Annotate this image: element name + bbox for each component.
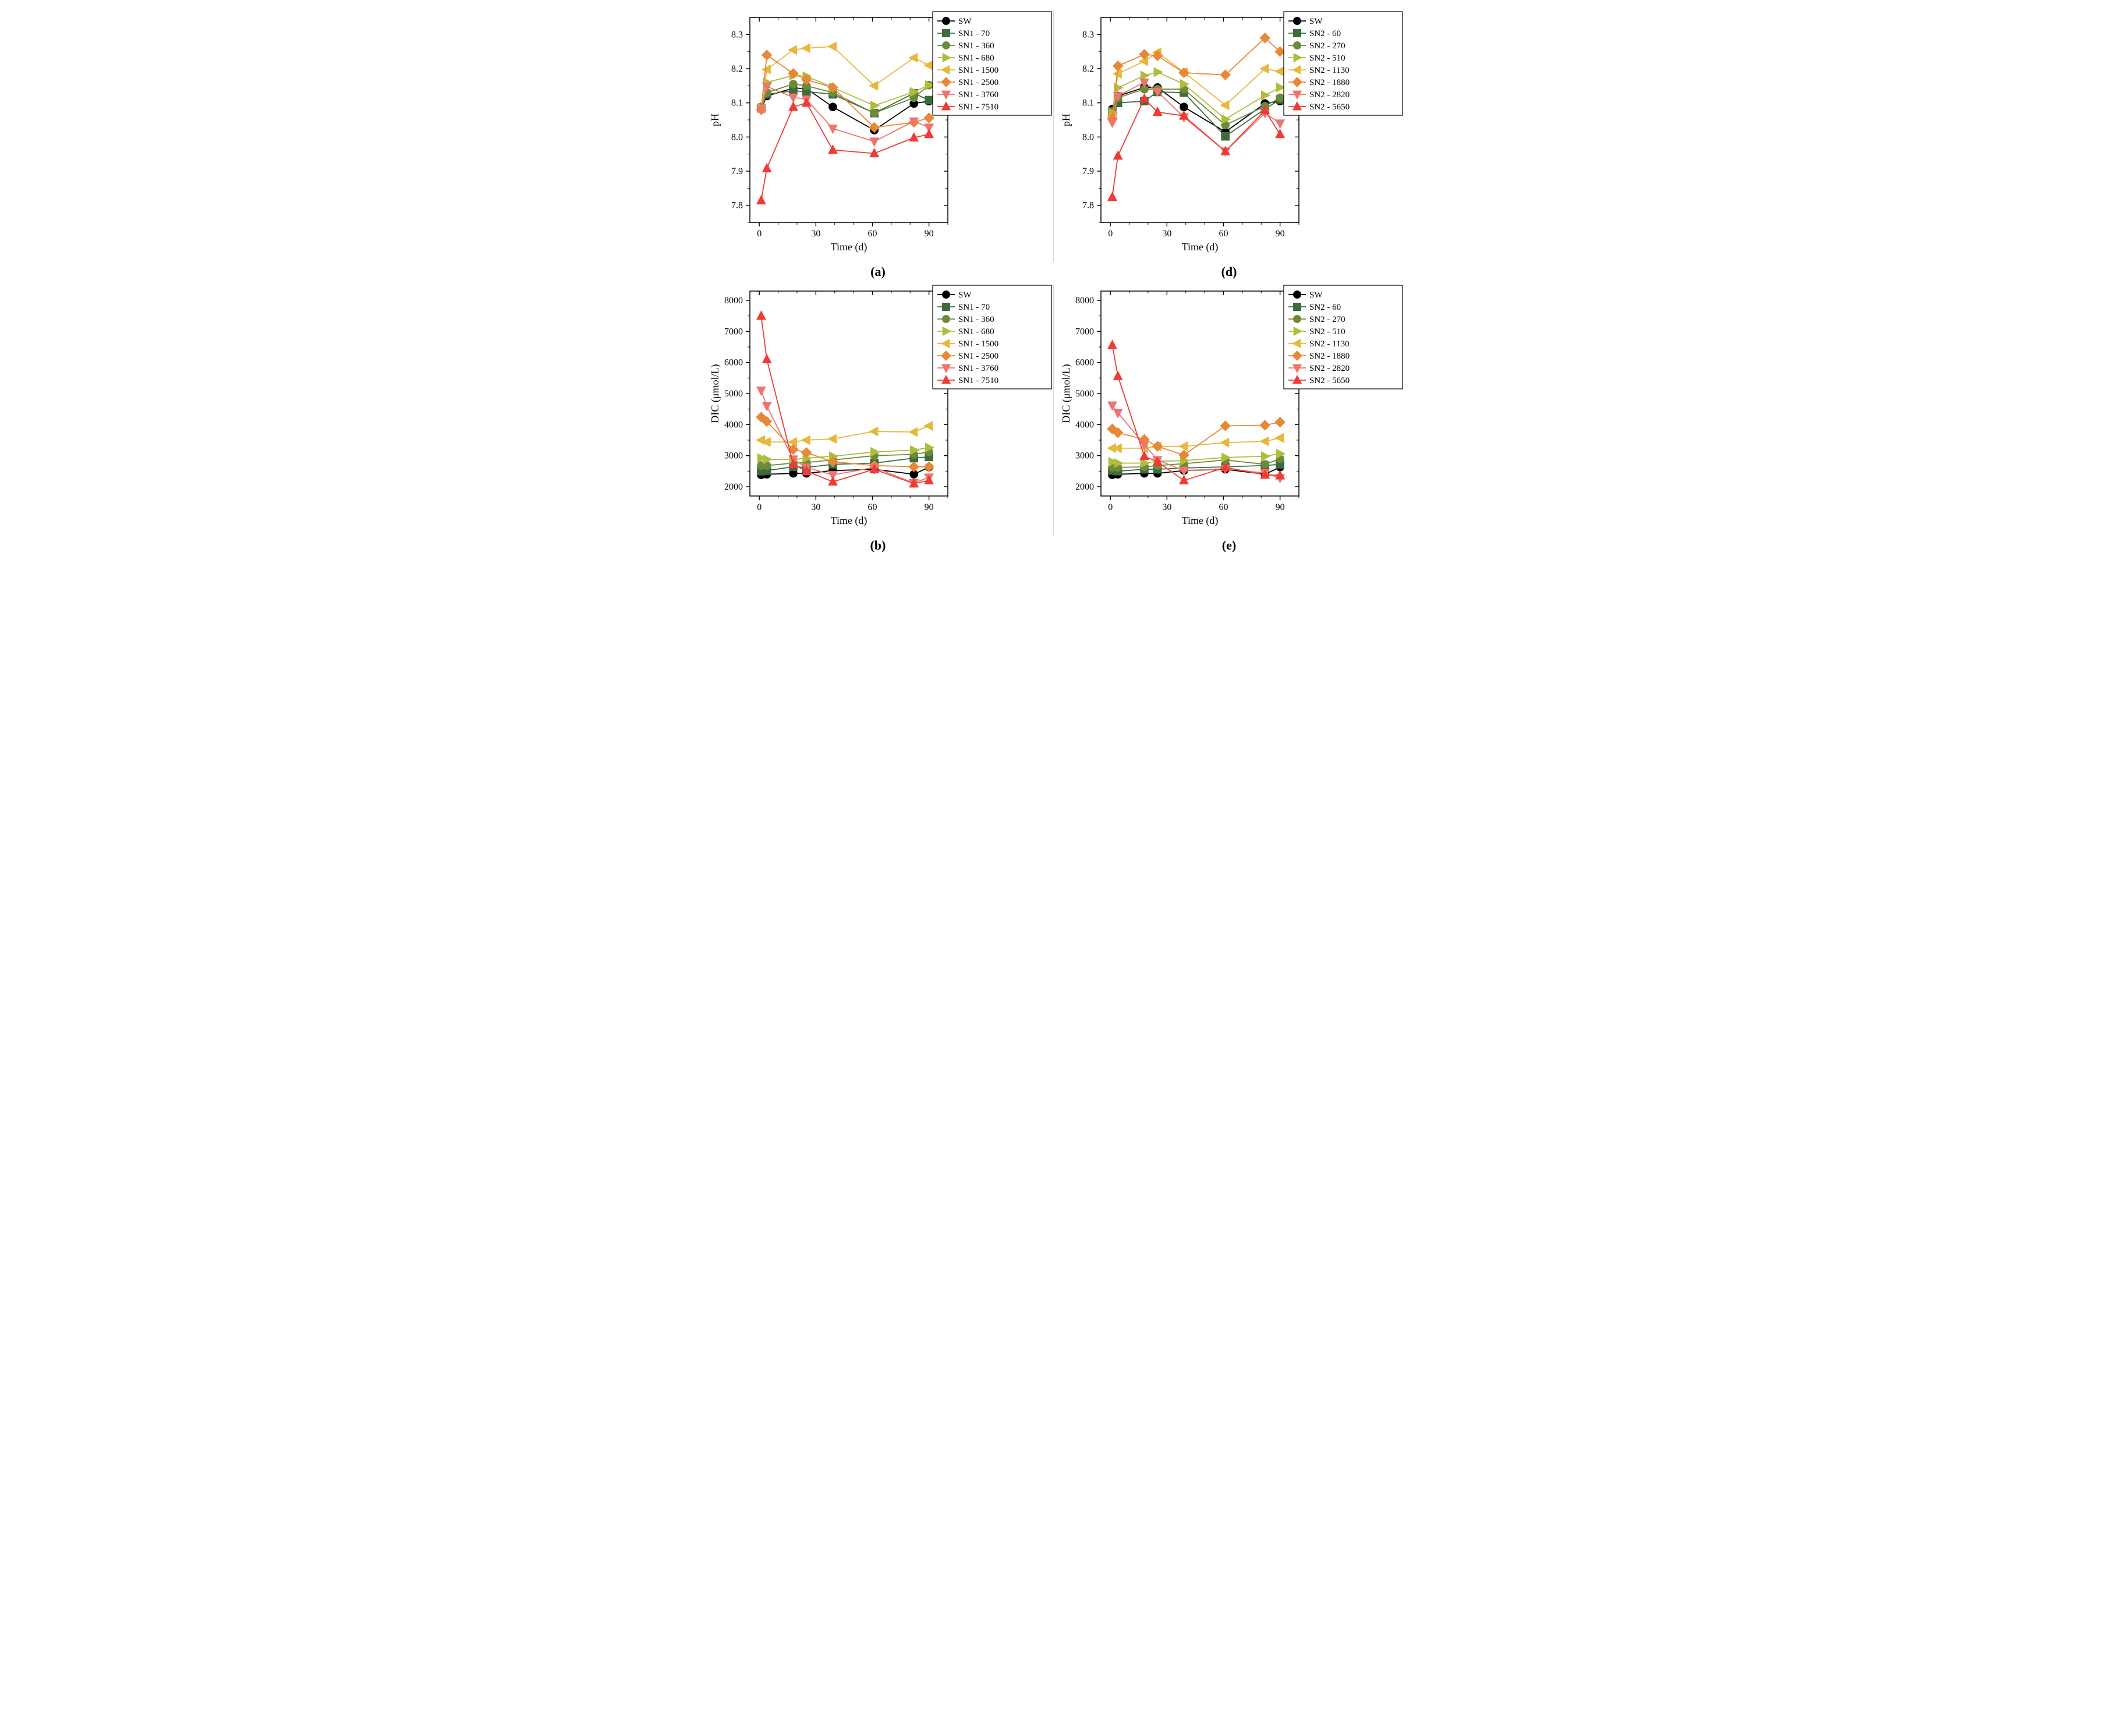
svg-text:7.9: 7.9 bbox=[731, 166, 743, 176]
svg-text:8000: 8000 bbox=[1075, 296, 1094, 306]
svg-text:0: 0 bbox=[1108, 502, 1113, 512]
svg-text:2000: 2000 bbox=[1075, 482, 1094, 492]
svg-text:SN1 - 7510: SN1 - 7510 bbox=[958, 102, 998, 112]
svg-text:90: 90 bbox=[1276, 502, 1285, 512]
svg-text:Time (d): Time (d) bbox=[831, 241, 867, 253]
svg-text:5000: 5000 bbox=[724, 389, 743, 399]
svg-text:SN1 - 2500: SN1 - 2500 bbox=[958, 78, 998, 87]
svg-text:60: 60 bbox=[1219, 502, 1228, 512]
svg-text:DIC (μmol/L): DIC (μmol/L) bbox=[1060, 364, 1072, 423]
svg-text:SN1 - 7510: SN1 - 7510 bbox=[958, 376, 998, 385]
svg-text:SN1 - 1500: SN1 - 1500 bbox=[958, 339, 998, 349]
svg-text:0: 0 bbox=[1108, 229, 1113, 239]
svg-text:7.9: 7.9 bbox=[1082, 166, 1094, 176]
svg-text:4000: 4000 bbox=[724, 420, 743, 430]
svg-text:SN2 - 510: SN2 - 510 bbox=[1309, 327, 1345, 336]
svg-text:DIC (μmol/L): DIC (μmol/L) bbox=[709, 364, 721, 423]
svg-text:Time (d): Time (d) bbox=[1182, 241, 1219, 253]
svg-text:90: 90 bbox=[1276, 229, 1285, 239]
svg-text:SW: SW bbox=[1309, 290, 1323, 300]
svg-text:SN2 - 1130: SN2 - 1130 bbox=[1309, 339, 1350, 349]
svg-text:SN1 - 360: SN1 - 360 bbox=[958, 315, 994, 324]
svg-text:Time (d): Time (d) bbox=[831, 515, 867, 527]
svg-text:8.3: 8.3 bbox=[731, 30, 743, 40]
svg-text:SN2 - 2820: SN2 - 2820 bbox=[1309, 90, 1350, 100]
svg-text:SN2 - 270: SN2 - 270 bbox=[1309, 315, 1345, 324]
svg-text:8.1: 8.1 bbox=[731, 98, 743, 108]
chart-b: 0 30 60 90 Time (d) 2000 3000 4000 5000 6000 7000 8… bbox=[703, 279, 1053, 536]
svg-text:8000: 8000 bbox=[724, 296, 743, 306]
svg-text:SN1 - 680: SN1 - 680 bbox=[958, 327, 994, 336]
panel-d: 0 30 60 90 Time (d) 7.8 7.9 8.0 8.1 8.2 8.3 pH SW SN2… bbox=[1054, 6, 1405, 279]
svg-text:30: 30 bbox=[811, 229, 820, 239]
figure-grid: 0 30 60 90 Time (d) 7.8 7.9 8.0 8.1 8.2 8.3 pH SW SN1… bbox=[703, 0, 1405, 565]
chart-a: 0 30 60 90 Time (d) 7.8 7.9 8.0 8.1 8.2 8.3 pH SW SN1… bbox=[703, 6, 1053, 262]
svg-text:SN1 - 2500: SN1 - 2500 bbox=[958, 352, 998, 361]
svg-text:8.2: 8.2 bbox=[731, 64, 743, 74]
svg-text:SN1 - 1500: SN1 - 1500 bbox=[958, 66, 998, 75]
svg-text:SN2 - 1130: SN2 - 1130 bbox=[1309, 66, 1350, 75]
svg-text:SN1 - 3760: SN1 - 3760 bbox=[958, 364, 998, 373]
svg-text:8.0: 8.0 bbox=[1082, 132, 1094, 142]
svg-text:SN1 - 680: SN1 - 680 bbox=[958, 54, 994, 63]
subplot-label-d: (d) bbox=[1221, 264, 1237, 279]
svg-text:30: 30 bbox=[1162, 229, 1171, 239]
svg-text:SN2 - 5650: SN2 - 5650 bbox=[1309, 376, 1350, 385]
svg-text:4000: 4000 bbox=[1075, 420, 1094, 430]
svg-text:60: 60 bbox=[1219, 229, 1228, 239]
subplot-label-a: (a) bbox=[870, 264, 886, 279]
svg-text:30: 30 bbox=[1162, 502, 1171, 512]
subplot-label-e: (e) bbox=[1222, 538, 1236, 553]
chart-e: 0 30 60 90 Time (d) 2000 3000 4000 5000 6000 7000 8… bbox=[1054, 279, 1404, 536]
svg-text:SN2 - 60: SN2 - 60 bbox=[1309, 29, 1341, 38]
svg-text:SN1 - 3760: SN1 - 3760 bbox=[958, 90, 998, 100]
svg-text:3000: 3000 bbox=[724, 451, 743, 461]
chart-d: 0 30 60 90 Time (d) 7.8 7.9 8.0 8.1 8.2 8.3 pH SW SN2… bbox=[1054, 6, 1404, 262]
svg-text:SN1 - 70: SN1 - 70 bbox=[958, 303, 990, 312]
subplot-label-b: (b) bbox=[870, 538, 886, 553]
svg-text:5000: 5000 bbox=[1075, 389, 1094, 399]
panel-b: 0 30 60 90 Time (d) 2000 3000 4000 5000 6000 7000 8… bbox=[703, 279, 1054, 553]
svg-text:7.8: 7.8 bbox=[731, 201, 743, 211]
svg-text:SW: SW bbox=[1309, 17, 1323, 26]
panel-e: 0 30 60 90 Time (d) 2000 3000 4000 5000 6000 7000 8… bbox=[1054, 279, 1405, 553]
svg-text:7000: 7000 bbox=[1075, 327, 1094, 336]
svg-text:90: 90 bbox=[925, 502, 934, 512]
svg-text:SN2 - 5650: SN2 - 5650 bbox=[1309, 102, 1350, 112]
svg-text:90: 90 bbox=[925, 229, 934, 239]
svg-text:SN2 - 510: SN2 - 510 bbox=[1309, 54, 1345, 63]
svg-text:3000: 3000 bbox=[1075, 451, 1094, 461]
svg-text:SN2 - 60: SN2 - 60 bbox=[1309, 303, 1341, 312]
svg-text:6000: 6000 bbox=[724, 358, 743, 368]
svg-text:SN2 - 270: SN2 - 270 bbox=[1309, 41, 1345, 51]
svg-text:60: 60 bbox=[867, 502, 877, 512]
svg-text:SN1 - 70: SN1 - 70 bbox=[958, 29, 990, 38]
svg-text:0: 0 bbox=[757, 502, 762, 512]
panel-a: 0 30 60 90 Time (d) 7.8 7.9 8.0 8.1 8.2 8.3 pH SW SN1… bbox=[703, 6, 1054, 279]
svg-text:0: 0 bbox=[757, 229, 762, 239]
svg-text:60: 60 bbox=[867, 229, 877, 239]
svg-text:30: 30 bbox=[811, 502, 820, 512]
svg-text:8.2: 8.2 bbox=[1082, 64, 1094, 74]
svg-text:8.3: 8.3 bbox=[1082, 30, 1094, 40]
svg-text:Time (d): Time (d) bbox=[1182, 515, 1219, 527]
svg-text:SW: SW bbox=[958, 17, 972, 26]
svg-text:8.1: 8.1 bbox=[1082, 98, 1094, 108]
svg-text:7000: 7000 bbox=[724, 327, 743, 336]
svg-text:SN1 - 360: SN1 - 360 bbox=[958, 41, 994, 51]
svg-text:6000: 6000 bbox=[1075, 358, 1094, 368]
svg-text:SW: SW bbox=[958, 290, 972, 300]
svg-text:pH: pH bbox=[1060, 114, 1072, 126]
svg-text:8.0: 8.0 bbox=[731, 132, 743, 142]
svg-text:SN2 - 1880: SN2 - 1880 bbox=[1309, 78, 1350, 87]
svg-text:7.8: 7.8 bbox=[1082, 201, 1094, 211]
svg-text:SN2 - 1880: SN2 - 1880 bbox=[1309, 352, 1350, 361]
svg-text:SN2 - 2820: SN2 - 2820 bbox=[1309, 364, 1350, 373]
svg-text:pH: pH bbox=[709, 114, 721, 126]
svg-text:2000: 2000 bbox=[724, 482, 743, 492]
